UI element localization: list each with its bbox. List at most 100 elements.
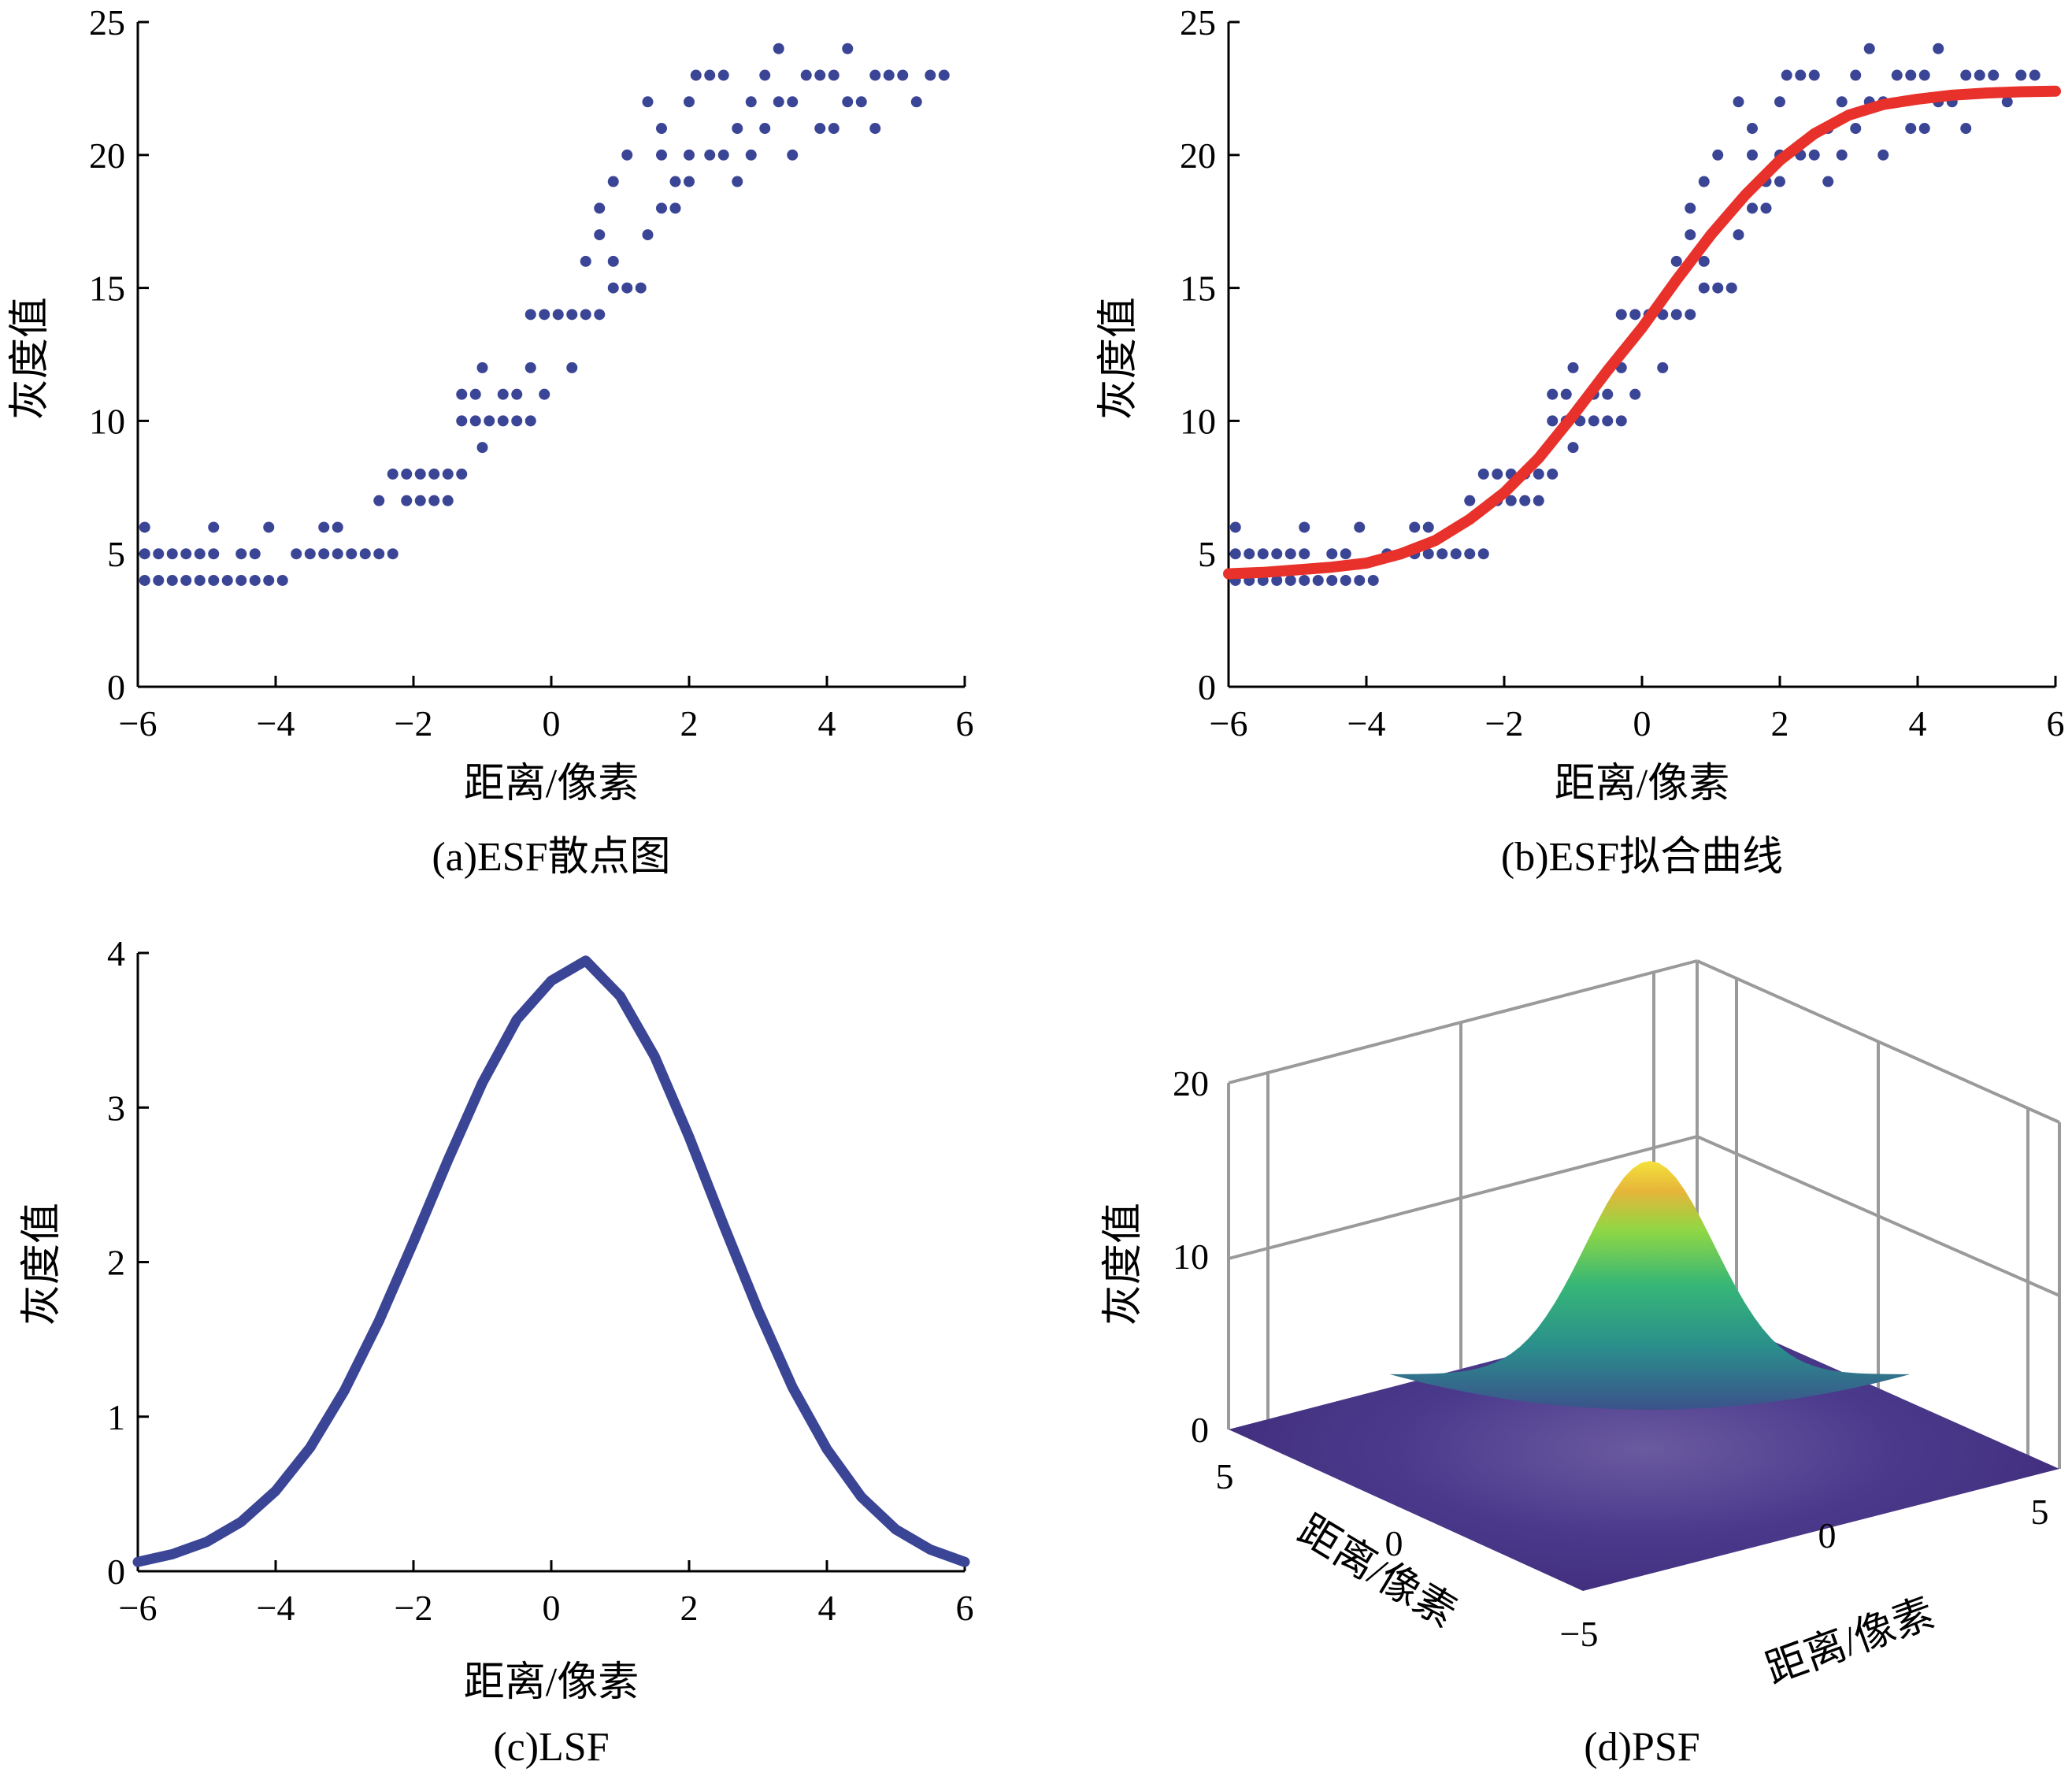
- panel-b-point: [1422, 548, 1434, 560]
- panel-a-point: [669, 202, 681, 214]
- panel-a-point: [684, 176, 695, 187]
- panel-c-xtick-label: 6: [956, 1588, 974, 1628]
- panel-b-point: [1505, 495, 1517, 506]
- panel-b-ytick-label: 20: [1180, 135, 1216, 176]
- panel-a-point: [642, 229, 654, 241]
- panel-a-point: [263, 574, 275, 586]
- panel-b-point: [1863, 43, 1875, 54]
- panel-a-point: [235, 574, 247, 586]
- panel-a-point: [373, 548, 385, 560]
- panel-d-back-top-right: [1696, 959, 2060, 1124]
- panel-d-right-tick-label: 0: [1818, 1515, 1837, 1555]
- panel-a-point: [387, 548, 398, 560]
- panel-a-point: [235, 548, 247, 560]
- panel-b-point: [1747, 149, 1758, 161]
- panel-c-ytick-label: 2: [107, 1243, 125, 1283]
- panel-c-ytick-label: 3: [107, 1088, 125, 1128]
- panel-a-point: [828, 123, 840, 135]
- panel-b-ytick-label: 25: [1180, 2, 1216, 43]
- panel-a-point: [594, 309, 606, 321]
- panel-b-point: [1271, 548, 1283, 560]
- panel-b-esf-fit: −6 −4 −2 0 2 4 6 0 5 10 15 20 25 距离/像素 灰度值 (b)ESF拟合曲…: [1096, 2, 2065, 880]
- panel-a-point: [773, 96, 784, 108]
- panel-a-point: [938, 69, 950, 81]
- panel-a-point: [732, 123, 743, 135]
- panel-b-point: [1774, 176, 1785, 187]
- panel-c-xtick-label: 4: [818, 1588, 836, 1628]
- panel-a-point: [759, 69, 771, 81]
- panel-a-point: [428, 468, 440, 480]
- panel-b-point: [1629, 309, 1641, 321]
- panel-b-ytick-label: 10: [1180, 401, 1216, 441]
- panel-d-3d-box: [1227, 959, 2061, 1469]
- panel-a-point: [401, 468, 413, 480]
- panel-a-point: [925, 69, 936, 81]
- panel-a-point: [304, 548, 316, 560]
- panel-a-point: [656, 123, 667, 135]
- panel-a-point: [883, 69, 895, 81]
- panel-a-point: [387, 468, 398, 480]
- panel-a-point: [580, 255, 591, 267]
- panel-a-point: [759, 123, 771, 135]
- panel-c-xtick-label: −2: [395, 1588, 433, 1628]
- panel-b-point: [1918, 123, 1930, 135]
- panel-b-point: [1615, 309, 1627, 321]
- panel-c-xtick-label: 0: [543, 1588, 561, 1628]
- panel-d-ztick-label: 0: [1191, 1410, 1209, 1450]
- panel-a-point: [539, 309, 550, 321]
- panel-b-point: [1760, 202, 1772, 214]
- panel-a-point: [263, 521, 275, 533]
- panel-a-point: [642, 96, 654, 108]
- panel-b-point: [1836, 149, 1848, 161]
- panel-a-point: [318, 548, 330, 560]
- panel-b-point: [1326, 574, 1338, 586]
- panel-b-point: [1657, 362, 1669, 373]
- panel-a-xtick-label: 6: [956, 703, 974, 743]
- panel-a-point: [855, 96, 867, 108]
- panel-b-point: [1367, 574, 1379, 586]
- panel-c-ylabel: 灰度值: [20, 1203, 65, 1326]
- panel-a-point: [414, 495, 426, 506]
- panel-a-point: [607, 176, 619, 187]
- panel-d-gridline-10-left: [1228, 1135, 1698, 1260]
- panel-b-point: [1229, 548, 1241, 560]
- panel-a-point: [476, 362, 488, 373]
- panel-b-point: [1685, 229, 1696, 241]
- panel-b-xtick-label: 4: [1909, 703, 1927, 743]
- panel-a-point: [153, 548, 165, 560]
- panel-a-point: [552, 309, 564, 321]
- panel-b-point: [1299, 548, 1310, 560]
- panel-d-xlabel-left: 距离/像素: [1290, 1507, 1463, 1636]
- panel-b-point: [1629, 388, 1641, 400]
- panel-b-point: [1519, 495, 1531, 506]
- panel-b-point: [1747, 123, 1758, 135]
- panel-c-lsf-line: [132, 955, 970, 1567]
- panel-d-right-tick-label: −5: [1560, 1614, 1599, 1654]
- panel-a-ytick-label: 20: [89, 135, 125, 176]
- panel-b-ytick-label: 0: [1198, 667, 1216, 707]
- panel-b-fit-line: [1223, 85, 2061, 580]
- panel-a-point: [656, 149, 667, 161]
- panel-b-point: [1257, 548, 1269, 560]
- panel-a-point: [414, 468, 426, 480]
- panel-d-ztick-label: 10: [1173, 1237, 1209, 1277]
- panel-a-point: [828, 69, 840, 81]
- panel-d-back-top-left: [1228, 959, 1698, 1085]
- panel-a-point: [539, 388, 550, 400]
- panel-a-point: [291, 548, 302, 560]
- panel-b-point: [1850, 123, 1862, 135]
- panel-a-point: [814, 69, 826, 81]
- panel-b-fit-curve: [1223, 85, 2061, 580]
- panel-b-point: [1547, 415, 1559, 427]
- panel-a-axes: −6 −4 −2 0 2 4 6 0 5 10 15 20 25: [89, 2, 974, 743]
- panel-a-point: [180, 548, 192, 560]
- panel-b-point: [1781, 69, 1792, 81]
- panel-a-point: [717, 69, 729, 81]
- panel-a-point: [194, 548, 206, 560]
- panel-a-point: [842, 43, 854, 54]
- panel-a-point: [732, 176, 743, 187]
- panel-c-xlabel: 距离/像素: [464, 1660, 639, 1705]
- panel-a-point: [194, 574, 206, 586]
